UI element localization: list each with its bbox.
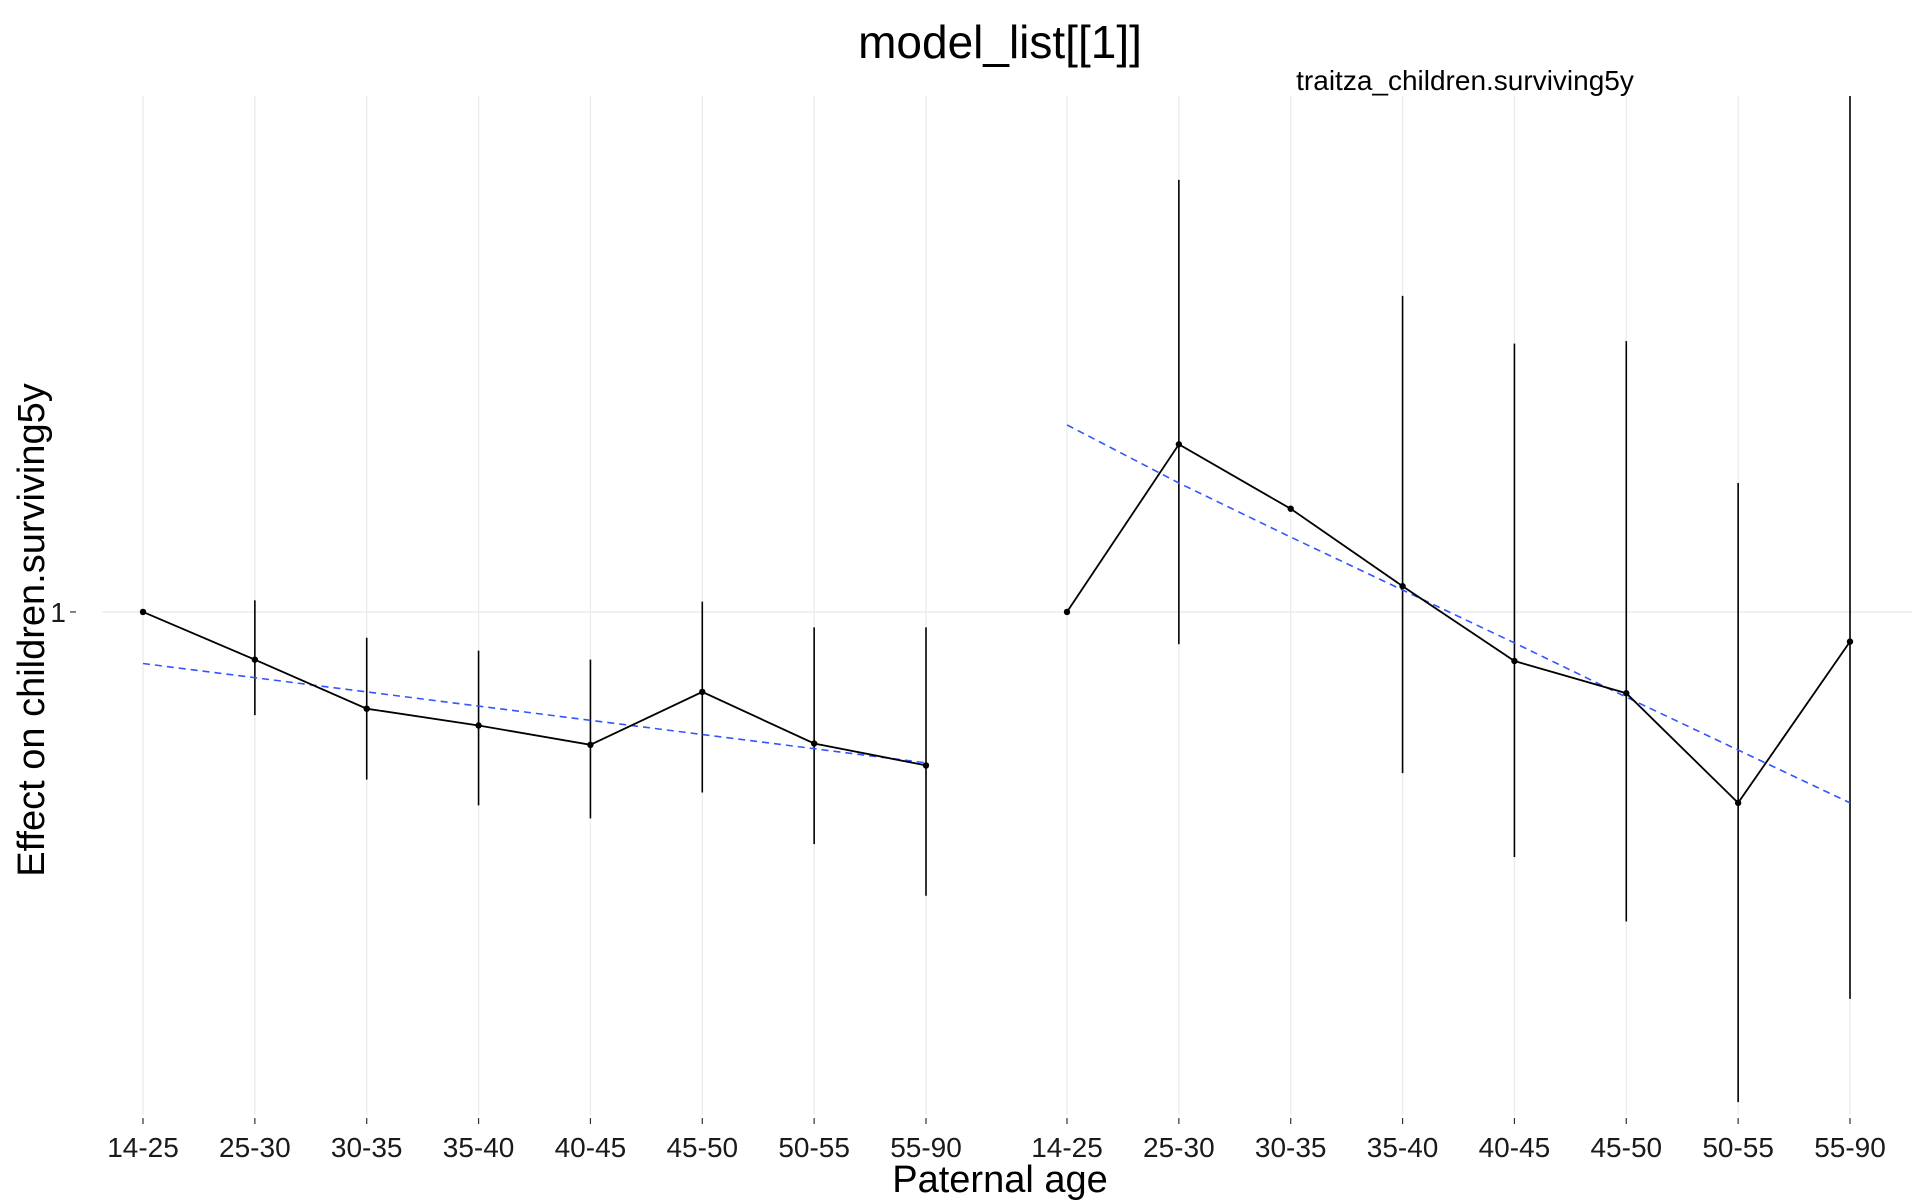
x-tick-label: 25-30	[219, 1132, 291, 1163]
x-tick-label: 45-50	[666, 1132, 738, 1163]
panel-strip-label: traitza_children.surviving5y	[1296, 65, 1634, 96]
estimate-line	[142, 611, 927, 767]
panels-group: 14-25 25-30 30-35 35-40 40-45 45-50 50-55 55-90…	[50, 96, 1912, 1163]
x-tick-label: 35-40	[1367, 1132, 1439, 1163]
x-tick-label: 40-45	[555, 1132, 627, 1163]
data-point	[699, 688, 706, 696]
data-point	[475, 722, 482, 729]
estimate-line	[1066, 443, 1851, 805]
data-point	[1175, 441, 1183, 448]
x-tick-label: 50-55	[778, 1132, 850, 1163]
x-axis-title: Paternal age	[892, 1159, 1108, 1200]
chart-title: model_list[[1]]	[858, 16, 1142, 68]
data-point	[1623, 690, 1630, 697]
x-tick-label: 55-90	[1814, 1132, 1886, 1163]
data-point	[810, 740, 818, 747]
x-tick-label: 25-30	[1143, 1132, 1215, 1163]
y-axis-title: Effect on children.surviving5y	[11, 383, 53, 877]
x-tick-label: 45-50	[1590, 1132, 1662, 1163]
panel-1: 14-25 25-30 30-35 35-40 40-45 45-50 50-55 55-90	[102, 96, 1000, 1163]
data-point	[587, 741, 594, 749]
data-point	[922, 762, 930, 769]
panel-2: 14-25 25-30 30-35 35-40 40-45 45-50 50-55 55-90	[1000, 96, 1912, 1163]
x-tick-label: 14-25	[1031, 1132, 1103, 1163]
data-point	[251, 656, 259, 663]
data-point	[1846, 638, 1854, 645]
x-tick-label: 14-25	[107, 1132, 179, 1163]
trend-line	[142, 662, 927, 764]
data-point	[1511, 657, 1518, 665]
x-tick-label: 40-45	[1479, 1132, 1551, 1163]
x-tick-label: 35-40	[443, 1132, 515, 1163]
data-point	[139, 608, 147, 616]
data-point	[1287, 505, 1294, 512]
y-tick-label: 1	[50, 597, 66, 628]
x-tick-label: 30-35	[331, 1132, 403, 1163]
data-point	[1063, 608, 1071, 616]
data-point	[1399, 582, 1406, 590]
x-tick-label: 30-35	[1255, 1132, 1327, 1163]
data-point	[1734, 799, 1742, 807]
x-tick-label: 50-55	[1702, 1132, 1774, 1163]
data-point	[363, 705, 370, 712]
x-tick-label: 55-90	[890, 1132, 962, 1163]
trend-line	[1066, 424, 1851, 804]
